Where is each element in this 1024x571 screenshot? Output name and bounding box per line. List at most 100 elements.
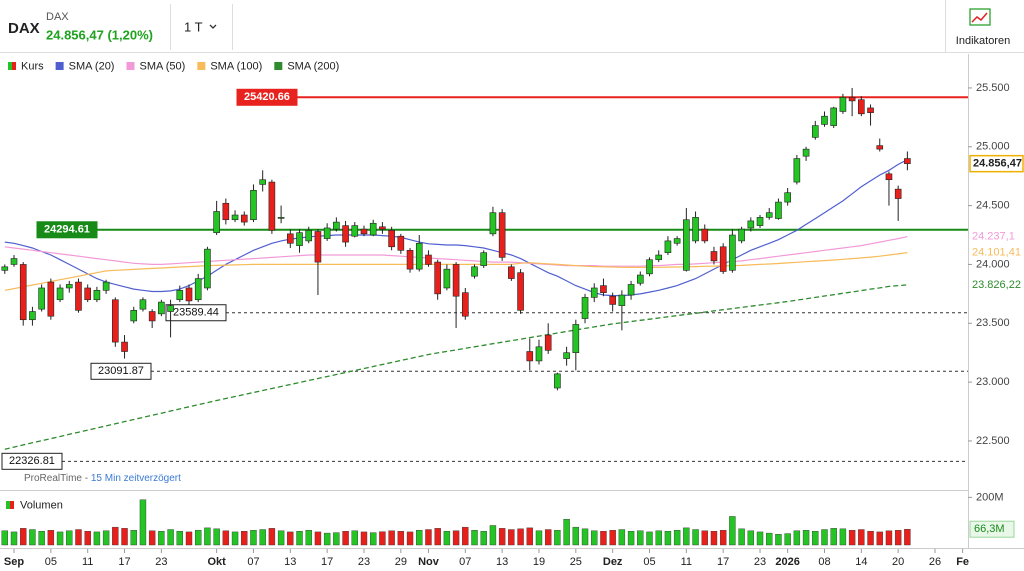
volume-bar [213, 528, 220, 546]
volume-bar [195, 530, 202, 546]
candle-body [158, 301, 165, 315]
candle-body [259, 179, 266, 185]
y-tick-label: 23.000 [976, 376, 1010, 388]
indicator-icon [969, 8, 991, 26]
volume-bar [277, 530, 285, 546]
candle-body [609, 295, 616, 305]
volume-bar [876, 531, 883, 546]
volume-bar [268, 528, 276, 546]
candle-body [636, 274, 644, 284]
volume-bar [766, 532, 773, 546]
volume-bar [93, 531, 101, 546]
x-tick-label: 07 [459, 556, 471, 568]
x-tick-label: 05 [45, 556, 57, 568]
volume-bar [508, 529, 515, 546]
candle-body [397, 235, 405, 251]
volume-bar [535, 530, 543, 546]
volume-bar [848, 530, 856, 546]
legend-swatch [197, 62, 206, 70]
volume-bar [867, 530, 874, 546]
candle-body [351, 225, 359, 237]
volume-bar [406, 531, 414, 546]
y-tick-label: 22.500 [976, 435, 1010, 447]
candle-body [167, 305, 174, 312]
volume-bar [581, 528, 589, 546]
candle-body [830, 107, 838, 126]
candle-body [19, 264, 27, 321]
candle-body [268, 181, 276, 231]
candle-body [692, 217, 699, 242]
candle-body [489, 212, 497, 235]
watermark-note: 15 Min zeitverzögert [91, 473, 181, 484]
volume-last-label: 66,3M [974, 523, 1005, 535]
candle-body [250, 190, 257, 221]
sma-value-label: 24.101,41 [972, 246, 1021, 258]
legend-swatch [10, 501, 14, 509]
volume-bar [710, 530, 718, 546]
indicators-button[interactable]: Indikatoren [956, 8, 1010, 47]
candle-body [683, 219, 690, 271]
candle-body [894, 188, 902, 199]
x-tick-label: 23 [754, 556, 766, 568]
legend-label: SMA (200) [287, 60, 339, 72]
volume-bar [176, 530, 183, 546]
volume-bar [572, 526, 580, 546]
candle-body [461, 292, 469, 317]
indicator-icon-line [971, 12, 988, 23]
candle-body [139, 299, 147, 310]
x-tick-label: 29 [395, 556, 407, 568]
legend-label: SMA (50) [139, 60, 185, 72]
candle-body [563, 352, 570, 359]
candle-body [581, 297, 589, 319]
indicators-label[interactable]: Indikatoren [956, 35, 1010, 47]
volume-bar [554, 530, 561, 546]
x-tick-label: Dez [603, 556, 623, 568]
candle-body [93, 290, 101, 301]
volume-bar [775, 534, 782, 546]
candle-body [194, 278, 202, 301]
candle-body [572, 324, 580, 353]
candle-body [848, 97, 856, 102]
volume-bar [904, 529, 911, 546]
watermark: ProRealTime - 15 Min zeitverzögert [24, 473, 181, 484]
candle-body [719, 246, 727, 272]
x-tick-label: 17 [321, 556, 333, 568]
candle-body [240, 214, 248, 223]
candle-body [84, 287, 91, 301]
interval-selector[interactable]: 1 T [184, 19, 217, 34]
candle-body [434, 261, 441, 295]
interval[interactable]: 1 T [184, 19, 203, 34]
volume-bar [443, 530, 451, 546]
candle-body [673, 238, 681, 244]
legend-swatch [6, 501, 10, 509]
y-tick-label: 23.500 [976, 317, 1010, 329]
volume-bar [609, 530, 616, 546]
level-label: 23589.44 [173, 307, 219, 319]
candle-body [222, 202, 230, 221]
volume-bar [747, 530, 755, 546]
candle-body [342, 225, 349, 243]
x-tick-label: 26 [929, 556, 941, 568]
x-tick-label: 23 [358, 556, 370, 568]
candle-body [29, 311, 36, 321]
candle-body [121, 341, 128, 352]
candle-body [204, 248, 211, 289]
volume-bar [692, 529, 699, 546]
candle-body [231, 214, 239, 221]
volume-bar [360, 531, 368, 546]
volume-bar [231, 531, 239, 546]
volume-bar [425, 529, 432, 546]
last-price-box [969, 154, 1024, 173]
chevron [209, 24, 217, 29]
candle-body [544, 334, 552, 351]
sma-line [4, 159, 908, 297]
volume-bar [646, 531, 653, 546]
volume-bar [29, 529, 36, 546]
volume-bar [305, 530, 312, 546]
candle-body [323, 227, 331, 239]
volume-bar [75, 529, 82, 546]
candle-body [277, 217, 285, 219]
volume-bar [241, 530, 248, 546]
volume-bar [471, 530, 478, 546]
volume-bar [756, 531, 764, 546]
